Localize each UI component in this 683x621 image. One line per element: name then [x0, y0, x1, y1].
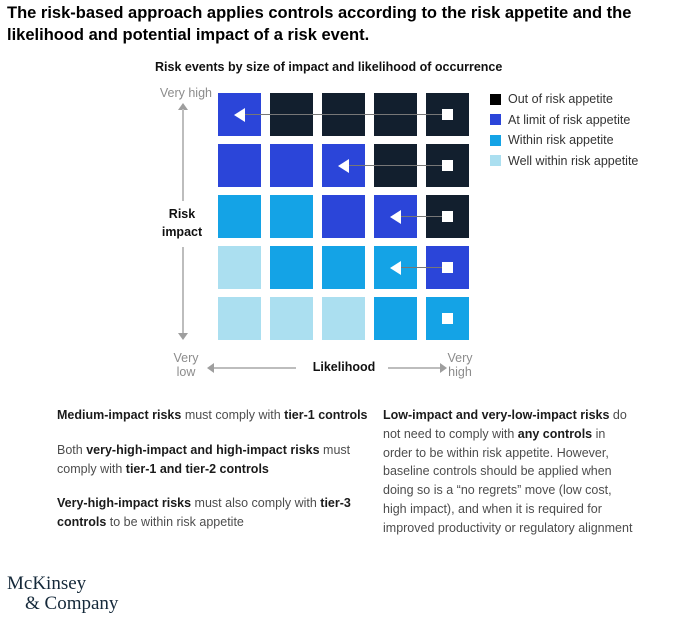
risk-origin-square-icon	[442, 109, 453, 120]
risk-shift-arrow-line	[399, 266, 442, 269]
legend-swatch-icon	[490, 93, 501, 105]
note-text: must comply with	[181, 408, 285, 422]
y-axis-line-bottom	[182, 247, 184, 333]
legend-swatch-icon	[490, 155, 501, 167]
note-paragraph: Very-high-impact risks must also comply …	[57, 494, 369, 532]
legend-item: At limit of risk appetite	[490, 110, 638, 131]
x-axis-arrow-left-icon	[207, 363, 214, 373]
legend-label: Out of risk appetite	[508, 92, 613, 107]
note-paragraph: Medium-impact risks must comply with tie…	[57, 406, 369, 425]
chart-subtitle: Risk events by size of impact and likeli…	[155, 60, 503, 74]
note-text: in order to be within risk appetite. How…	[383, 426, 633, 535]
y-axis-arrow-down-icon	[178, 333, 188, 340]
note-text: must comply with	[57, 442, 351, 476]
risk-origin-square-icon	[442, 262, 453, 273]
matrix-cell-r4-c2	[270, 246, 313, 289]
note-text-bold: any controls	[517, 426, 593, 441]
matrix-cell-r4-c1	[218, 246, 261, 289]
x-axis-line-left	[214, 367, 296, 369]
note-text: must also comply with	[191, 496, 321, 511]
note-text: Both	[57, 442, 87, 457]
notes-right-column: Low-impact and very-low-impact risks do …	[383, 406, 635, 553]
note-text-bold: very-high-impact and high-impact risks	[86, 442, 320, 457]
y-axis-title: Risk impact	[161, 207, 203, 239]
x-axis-title: Likelihood	[312, 360, 376, 374]
matrix-cell-r2-c2	[270, 144, 313, 187]
risk-shift-arrow-line	[347, 164, 442, 167]
mckinsey-logo: McKinsey & Company	[7, 574, 118, 614]
risk-shift-arrowhead-icon	[337, 158, 349, 173]
notes-left-column: Medium-impact risks must comply with tie…	[57, 406, 369, 548]
risk-shift-arrowhead-icon	[389, 209, 401, 224]
legend-swatch-icon	[490, 134, 501, 146]
risk-origin-square-icon	[442, 211, 453, 222]
legend: Out of risk appetite At limit of risk app…	[490, 89, 638, 171]
risk-shift-arrow-line	[399, 215, 442, 218]
legend-label: Within risk appetite	[508, 133, 614, 148]
legend-swatch-icon	[490, 114, 501, 126]
note-text-bold: Medium-impact risks	[57, 408, 182, 422]
matrix-cell-r5-c4	[374, 297, 417, 340]
y-axis-top-label: Very high	[159, 86, 212, 100]
note-text-bold: tier-3 controls	[57, 496, 351, 529]
logo-line-1: McKinsey	[7, 573, 87, 594]
matrix-cell-r5-c1	[218, 297, 261, 340]
note-text-bold: tier-1 and tier-2 controls	[125, 461, 269, 476]
x-axis-arrow-right-icon	[440, 363, 447, 373]
note-text-bold: Very-high-impact risks	[57, 496, 192, 511]
y-axis-line-top	[182, 109, 184, 201]
legend-label: Well within risk appetite	[508, 153, 639, 168]
risk-marker-square-icon	[442, 313, 453, 324]
note-text: do not need to comply with	[383, 408, 627, 441]
risk-origin-square-icon	[442, 160, 453, 171]
x-axis-right-label: Very high	[447, 351, 473, 380]
note-paragraph: Low-impact and very-low-impact risks do …	[383, 406, 635, 537]
legend-label: At limit of risk appetite	[508, 112, 631, 127]
axis-corner-label: Very low	[173, 351, 199, 380]
logo-line-2: & Company	[25, 592, 119, 614]
note-text-bold: Low-impact and very-low-impact risks	[383, 408, 610, 422]
legend-item: Out of risk appetite	[490, 89, 638, 110]
matrix-cell-r5-c3	[322, 297, 365, 340]
note-text-bold: tier-1 controls	[284, 408, 368, 422]
note-text: to be within risk appetite	[106, 515, 244, 529]
note-paragraph: Both very-high-impact and high-impact ri…	[57, 441, 369, 479]
legend-item: Well within risk appetite	[490, 151, 638, 172]
matrix-cell-r3-c3	[322, 195, 365, 238]
risk-shift-arrowhead-icon	[389, 260, 401, 275]
legend-item: Within risk appetite	[490, 130, 638, 151]
matrix-cell-r3-c1	[218, 195, 261, 238]
page-title: The risk-based approach applies controls…	[7, 4, 632, 44]
matrix-cell-r4-c3	[322, 246, 365, 289]
risk-shift-arrowhead-icon	[233, 107, 245, 122]
risk-matrix-arrow-overlay	[218, 93, 469, 340]
matrix-cell-r5-c2	[270, 297, 313, 340]
risk-shift-arrow-line	[243, 113, 442, 116]
x-axis-line-right	[388, 367, 440, 369]
matrix-cell-r2-c1	[218, 144, 261, 187]
y-axis-arrow-up-icon	[178, 103, 188, 110]
matrix-cell-r3-c2	[270, 195, 313, 238]
